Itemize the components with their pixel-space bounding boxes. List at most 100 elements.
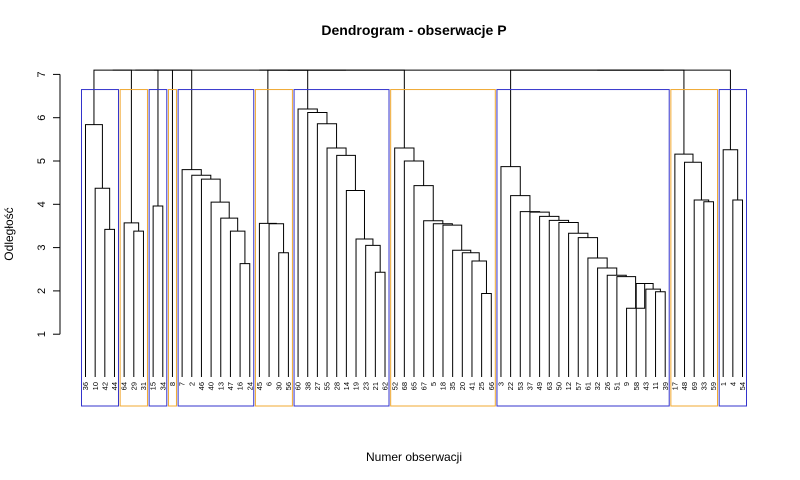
leaf-label: 41 bbox=[468, 382, 477, 390]
leaf-label: 44 bbox=[110, 382, 119, 390]
leaf-label: 3 bbox=[497, 382, 506, 386]
dendrogram-link bbox=[210, 201, 230, 377]
dendrogram-link bbox=[220, 217, 239, 377]
dendrogram-link bbox=[258, 222, 277, 377]
cluster-box bbox=[670, 89, 719, 407]
cluster-box bbox=[177, 89, 255, 407]
leaf-label: 4 bbox=[728, 382, 737, 386]
leaf-label: 25 bbox=[477, 382, 486, 390]
leaf-label: 59 bbox=[709, 382, 718, 390]
leaf-label: 30 bbox=[274, 382, 283, 390]
leaf-label: 29 bbox=[129, 382, 138, 390]
leaf-label: 15 bbox=[149, 382, 158, 390]
cluster-box bbox=[81, 89, 119, 407]
dendrogram-link bbox=[722, 149, 739, 377]
leaf-label: 66 bbox=[487, 382, 496, 390]
cluster-box bbox=[254, 89, 293, 407]
leaf-label: 6 bbox=[265, 382, 274, 386]
dendrogram-link bbox=[597, 69, 731, 150]
leaf-label: 54 bbox=[738, 382, 747, 390]
leaf-label: 14 bbox=[342, 382, 351, 390]
leaf-label: 10 bbox=[91, 382, 100, 390]
leaf-label: 20 bbox=[458, 382, 467, 390]
leaf-label: 52 bbox=[390, 382, 399, 390]
leaf-label: 63 bbox=[545, 382, 554, 390]
y-tick-label: 2 bbox=[36, 288, 48, 294]
chart-title: Dendrogram - obserwacje P bbox=[321, 22, 506, 38]
dendrogram-link bbox=[510, 69, 685, 167]
x-axis-label: Numer obserwacji bbox=[366, 450, 462, 464]
leaf-label: 9 bbox=[622, 382, 631, 386]
leaf-label: 7 bbox=[178, 382, 187, 386]
cluster-box bbox=[293, 89, 390, 407]
dendrogram-link bbox=[133, 230, 144, 377]
leaf-label: 55 bbox=[323, 382, 332, 390]
leaf-label: 45 bbox=[255, 382, 264, 390]
leaf-label: 50 bbox=[555, 382, 564, 390]
dendrogram-links bbox=[85, 69, 743, 377]
dendrogram-link bbox=[123, 222, 140, 377]
y-tick-label: 5 bbox=[36, 158, 48, 164]
cluster-boxes bbox=[81, 89, 747, 407]
dendrogram-link bbox=[693, 199, 710, 377]
leaf-label: 31 bbox=[139, 382, 148, 390]
dendrogram-link bbox=[471, 260, 487, 377]
leaf-label: 23 bbox=[361, 382, 370, 390]
leaf-label: 21 bbox=[371, 382, 380, 390]
leaf-label: 68 bbox=[400, 382, 409, 390]
leaf-label: 65 bbox=[410, 382, 419, 390]
dendrogram-link bbox=[268, 223, 285, 377]
leaf-label: 46 bbox=[197, 382, 206, 390]
dendrogram-link bbox=[374, 271, 386, 377]
leaf-label: 49 bbox=[535, 382, 544, 390]
leaf-label: 17 bbox=[670, 382, 679, 390]
dendrogram-link bbox=[703, 201, 715, 377]
y-tick-label: 1 bbox=[36, 331, 48, 337]
dendrogram-link bbox=[112, 69, 159, 207]
leaf-label: 24 bbox=[245, 382, 254, 390]
leaf-label: 53 bbox=[516, 382, 525, 390]
leaf-label: 56 bbox=[284, 382, 293, 390]
leaf-label: 8 bbox=[168, 382, 177, 386]
leaf-label: 32 bbox=[593, 382, 602, 390]
cluster-box bbox=[167, 89, 177, 407]
dendrogram-link bbox=[365, 244, 381, 377]
dendrogram-link bbox=[481, 292, 492, 377]
dendrogram-link bbox=[104, 228, 115, 377]
leaf-label: 47 bbox=[226, 382, 235, 390]
y-axis: 1 2 3 4 5 6 7 bbox=[36, 71, 61, 337]
dendrogram-link bbox=[684, 161, 702, 377]
dendrogram-link bbox=[93, 69, 132, 223]
leaf-label: 58 bbox=[632, 382, 641, 390]
leaf-label: 37 bbox=[526, 382, 535, 390]
dendrogram-link bbox=[152, 205, 164, 377]
dendrogram-link bbox=[355, 238, 374, 377]
dendrogram-link bbox=[239, 263, 251, 377]
cluster-box bbox=[148, 89, 168, 407]
leaf-label: 11 bbox=[651, 382, 660, 390]
leaf-label: 64 bbox=[120, 382, 129, 390]
y-tick-label: 7 bbox=[36, 71, 48, 77]
y-tick-label: 4 bbox=[36, 201, 48, 207]
leaf-label: 40 bbox=[207, 382, 216, 390]
dendrogram-link bbox=[229, 230, 246, 377]
dendrogram-link bbox=[85, 124, 103, 377]
cluster-box bbox=[119, 89, 148, 407]
leaf-label: 1 bbox=[719, 382, 728, 386]
leaf-label: 13 bbox=[216, 382, 225, 390]
dendrogram-link bbox=[645, 288, 661, 377]
y-axis-label: Odległość bbox=[2, 207, 16, 260]
dendrogram-link bbox=[461, 252, 480, 377]
cluster-box bbox=[496, 89, 670, 407]
leaf-label: 39 bbox=[661, 382, 670, 390]
dendrogram-link bbox=[674, 153, 694, 377]
cluster-box bbox=[718, 89, 747, 407]
leaf-label: 62 bbox=[381, 382, 390, 390]
leaf-label: 67 bbox=[419, 382, 428, 390]
dendrogram-link bbox=[345, 189, 365, 377]
leaf-label: 12 bbox=[564, 382, 573, 390]
leaf-label: 38 bbox=[303, 382, 312, 390]
leaf-label: 19 bbox=[352, 382, 361, 390]
dendrogram-link bbox=[94, 187, 111, 377]
